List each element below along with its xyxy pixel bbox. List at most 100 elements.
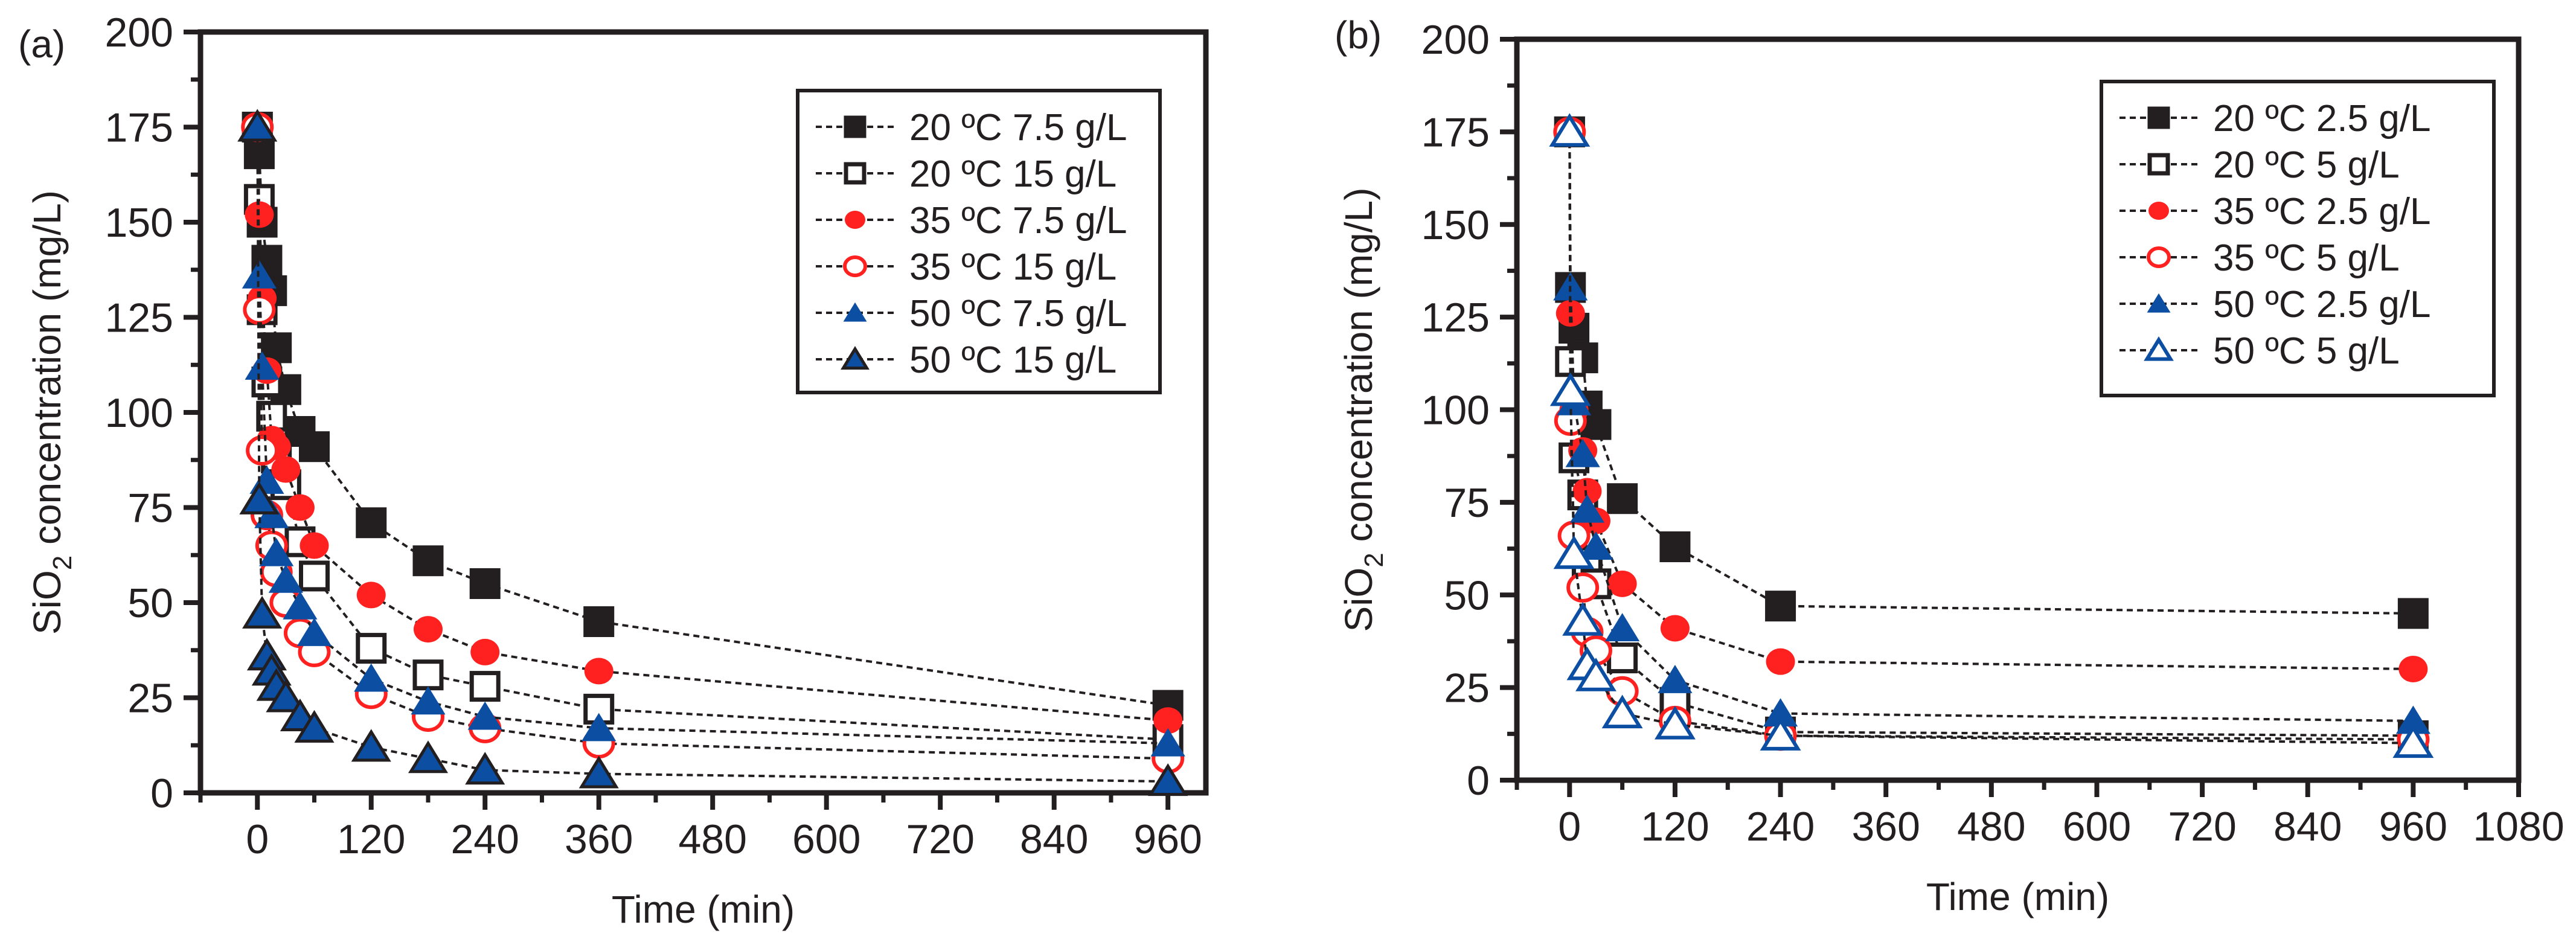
x-tick-label: 120: [337, 816, 405, 862]
data-point: [1578, 531, 1613, 560]
legend-frame: [796, 89, 1162, 394]
data-point: [1569, 494, 1605, 523]
legend-item: 50 ºC 2.5 g/L: [2119, 284, 2430, 325]
legend-item: 50 ºC 7.5 g/L: [816, 293, 1127, 335]
legend-marker: [2147, 293, 2171, 313]
y-tick-label: 25: [1444, 665, 1490, 711]
legend-item: 35 ºC 15 g/L: [816, 246, 1117, 288]
y-tick-label: 50: [1444, 572, 1490, 618]
y-axis-title-subscript: 2: [1359, 553, 1389, 567]
legend-label: 35 ºC 7.5 g/L: [909, 200, 1127, 242]
x-axis-title: Time (min): [612, 888, 795, 931]
legend-label: 50 ºC 5 g/L: [2213, 330, 2400, 372]
data-point: [283, 591, 318, 620]
data-point: [2397, 598, 2429, 629]
legend-item: 20 ºC 2.5 g/L: [2119, 98, 2430, 139]
y-axis-title: SiO2 concentration (mg/L): [1337, 188, 1389, 632]
legend-item: 50 ºC 5 g/L: [2119, 330, 2400, 372]
legend-marker: [844, 115, 867, 138]
data-point: [237, 109, 278, 142]
y-tick-label: 200: [105, 10, 173, 56]
data-point: [356, 633, 387, 664]
y-tick-label: 50: [127, 580, 173, 626]
legend-item: 35 ºC 5 g/L: [2119, 237, 2400, 279]
data-point: [465, 752, 505, 785]
data-point: [246, 435, 279, 466]
data-point: [467, 701, 502, 730]
legend-marker: [2148, 202, 2169, 220]
data-point: [1607, 570, 1637, 597]
legend-marker: [2147, 106, 2170, 129]
y-tick-label: 0: [1467, 758, 1490, 804]
data-point: [412, 545, 444, 577]
legend-label: 50 ºC 2.5 g/L: [2213, 284, 2430, 325]
x-tick-label: 0: [246, 816, 269, 862]
legend: 20 ºC 7.5 g/L20 ºC 15 g/L 35 ºC 7.5 g/L35…: [796, 89, 1162, 394]
data-point: [412, 659, 444, 691]
legend-label: 20 ºC 15 g/L: [909, 153, 1117, 195]
data-point: [1553, 535, 1595, 569]
data-point: [582, 713, 617, 742]
legend-label: 20 ºC 2.5 g/L: [2213, 98, 2430, 139]
data-point: [1575, 658, 1616, 691]
legend-label: 50 ºC 15 g/L: [909, 339, 1117, 381]
y-tick-label: 125: [105, 295, 173, 341]
data-point: [1566, 572, 1600, 603]
data-point: [1654, 705, 1696, 740]
series-line: [1568, 132, 2414, 722]
data-point: [1659, 531, 1691, 562]
y-axis-title: SiO2 concentration (mg/L): [25, 190, 77, 635]
data-point: [1658, 665, 1693, 693]
data-point: [469, 568, 501, 599]
legend-item: 50 ºC 15 g/L: [816, 339, 1117, 381]
x-tick-label: 0: [1558, 804, 1581, 850]
y-axis-title-rest: concentration (mg/L): [25, 190, 69, 556]
panel-label: (b): [1334, 13, 1382, 57]
legend-frame: [2100, 80, 2496, 397]
y-tick-label: 125: [1421, 295, 1490, 341]
data-point: [1763, 698, 1798, 727]
data-point: [1549, 372, 1591, 406]
x-tick-label: 960: [1133, 816, 1202, 862]
legend-marker: [845, 211, 865, 229]
y-tick-label: 100: [1421, 388, 1490, 434]
data-point: [411, 686, 446, 715]
legend-label: 35 ºC 5 g/L: [2213, 237, 2400, 279]
data-point: [285, 494, 315, 521]
legend-marker: [844, 162, 867, 185]
x-axis-title: Time (min): [1926, 875, 2109, 918]
y-tick-label: 175: [105, 105, 173, 151]
data-point: [408, 740, 449, 774]
legend-label: 20 ºC 7.5 g/L: [909, 107, 1127, 149]
data-point: [298, 560, 330, 592]
data-point: [1562, 602, 1604, 636]
legend-item: 20 ºC 5 g/L: [2119, 144, 2400, 186]
legend-item: 35 ºC 7.5 g/L: [816, 200, 1127, 242]
data-point: [294, 710, 335, 743]
series-line: [256, 127, 1168, 745]
legend-item: 20 ºC 7.5 g/L: [816, 107, 1127, 149]
x-tick-label: 600: [792, 816, 860, 862]
y-axis-title-main: SiO: [25, 570, 69, 635]
x-tick-label: 360: [565, 816, 633, 862]
data-point: [583, 606, 615, 637]
data-point: [298, 431, 330, 463]
chart-panel-b: (b) 0 25 50 75 100 125 150 175 200 0 120 240 360 480 60…: [1334, 13, 2565, 918]
data-point: [2395, 705, 2430, 734]
legend-marker: [2144, 336, 2174, 361]
series-5: [1549, 113, 2434, 758]
data-point: [245, 351, 280, 380]
y-tick-label: 25: [127, 676, 173, 722]
data-point: [271, 456, 301, 483]
x-tick-label: 1080: [2473, 804, 2564, 850]
legend-marker: [2147, 153, 2170, 176]
data-point: [239, 481, 280, 514]
x-tick-label: 240: [1746, 804, 1815, 850]
x-tick-label: 720: [906, 816, 974, 862]
x-tick-label: 960: [2379, 804, 2447, 850]
legend-marker: [2147, 246, 2171, 268]
y-tick-label: 175: [1421, 109, 1490, 155]
y-tick-label: 75: [1444, 480, 1490, 526]
data-point: [354, 663, 389, 692]
data-point: [300, 532, 329, 559]
